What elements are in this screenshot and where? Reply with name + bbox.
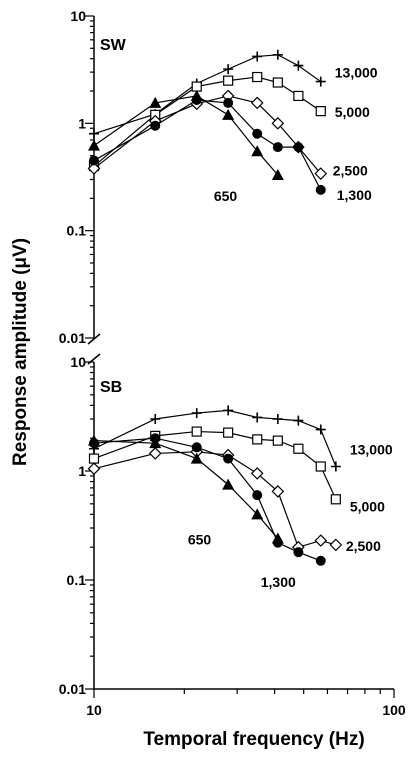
series-label: 13,000 bbox=[335, 65, 378, 81]
series-label: 2,500 bbox=[346, 538, 381, 554]
marker-diamond bbox=[271, 116, 285, 130]
marker-square bbox=[252, 434, 263, 445]
marker-square bbox=[293, 90, 304, 102]
marker-plus bbox=[315, 76, 326, 87]
y-tick-label: 10 bbox=[70, 354, 86, 370]
marker-circle bbox=[191, 442, 202, 453]
marker-diamond bbox=[87, 162, 101, 175]
marker-triangle bbox=[190, 89, 203, 101]
marker-triangle bbox=[88, 434, 100, 446]
marker-square bbox=[223, 427, 234, 438]
marker-square bbox=[88, 453, 100, 464]
series-line bbox=[93, 440, 279, 539]
marker-plus bbox=[223, 64, 234, 75]
y-tick-label: 1 bbox=[78, 115, 86, 131]
y-tick-label: 0.01 bbox=[59, 681, 86, 697]
y-tick-label: 0.01 bbox=[59, 330, 86, 346]
marker-square bbox=[191, 426, 202, 437]
marker-plus bbox=[252, 51, 263, 62]
marker-triangle bbox=[222, 478, 235, 490]
marker-circle bbox=[272, 142, 283, 153]
series-label: 5,000 bbox=[350, 498, 385, 514]
marker-plus bbox=[293, 415, 304, 426]
marker-triangle bbox=[271, 169, 284, 181]
axis-break-mark bbox=[87, 353, 101, 365]
marker-circle bbox=[293, 142, 304, 153]
series-line bbox=[93, 99, 322, 191]
marker-square bbox=[293, 443, 304, 454]
series-line bbox=[93, 95, 322, 175]
marker-triangle bbox=[271, 532, 284, 544]
series-line bbox=[93, 451, 337, 548]
x-tick-label: 100 bbox=[382, 702, 406, 718]
x-axis-title: Temporal frequency (Hz) bbox=[143, 729, 364, 750]
marker-triangle bbox=[251, 145, 264, 157]
series-label: 1,300 bbox=[337, 187, 372, 203]
marker-square bbox=[272, 77, 283, 88]
marker-plus bbox=[330, 461, 341, 472]
marker-plus bbox=[272, 49, 283, 60]
marker-circle bbox=[252, 128, 263, 139]
series-label: 650 bbox=[214, 188, 238, 204]
marker-triangle bbox=[149, 96, 162, 108]
axis-break-mark bbox=[87, 333, 101, 345]
marker-triangle bbox=[149, 437, 162, 449]
y-tick-label: 10 bbox=[70, 8, 86, 24]
marker-square bbox=[330, 494, 341, 505]
panel-label: SB bbox=[100, 379, 122, 396]
marker-diamond bbox=[271, 485, 285, 498]
series-line bbox=[93, 54, 322, 135]
marker-square bbox=[315, 461, 326, 472]
y-tick-label: 1 bbox=[78, 463, 86, 479]
marker-square bbox=[315, 106, 326, 117]
marker-plus bbox=[223, 405, 234, 416]
marker-plus bbox=[150, 413, 161, 424]
marker-square bbox=[191, 81, 202, 92]
marker-diamond bbox=[250, 467, 264, 480]
series-label: 1,300 bbox=[261, 574, 296, 590]
y-axis-title: Response amplitude (μV) bbox=[10, 238, 31, 466]
marker-triangle bbox=[222, 108, 235, 120]
y-tick-label: 0.1 bbox=[67, 572, 87, 588]
marker-circle bbox=[252, 490, 263, 501]
marker-diamond bbox=[329, 538, 343, 552]
marker-triangle bbox=[251, 508, 264, 520]
y-tick-label: 0.1 bbox=[67, 223, 87, 239]
marker-triangle bbox=[88, 139, 100, 151]
marker-plus bbox=[272, 413, 283, 424]
x-tick-label: 10 bbox=[86, 702, 102, 718]
marker-square bbox=[223, 75, 234, 86]
series-line bbox=[93, 409, 337, 467]
marker-circle bbox=[150, 120, 161, 131]
marker-circle bbox=[223, 97, 234, 108]
marker-circle bbox=[223, 453, 234, 464]
marker-diamond bbox=[314, 167, 328, 180]
marker-diamond bbox=[250, 96, 264, 110]
marker-plus bbox=[252, 412, 263, 423]
series-label: 650 bbox=[188, 532, 212, 548]
marker-circle bbox=[293, 547, 304, 558]
marker-circle bbox=[315, 184, 326, 195]
marker-diamond bbox=[148, 447, 162, 460]
marker-circle bbox=[89, 155, 99, 166]
marker-plus bbox=[89, 128, 99, 139]
series-label: 2,500 bbox=[333, 163, 368, 179]
series-label: 5,000 bbox=[335, 104, 370, 120]
marker-square bbox=[272, 435, 283, 446]
panel-label: SW bbox=[100, 37, 127, 54]
marker-square bbox=[252, 71, 263, 83]
marker-plus bbox=[191, 408, 202, 419]
series-label: 13,000 bbox=[350, 441, 393, 457]
marker-diamond bbox=[87, 462, 101, 476]
marker-circle bbox=[315, 555, 326, 566]
marker-plus bbox=[315, 424, 326, 435]
marker-diamond bbox=[314, 534, 328, 547]
marker-triangle bbox=[190, 452, 203, 464]
marker-plus bbox=[293, 60, 304, 71]
